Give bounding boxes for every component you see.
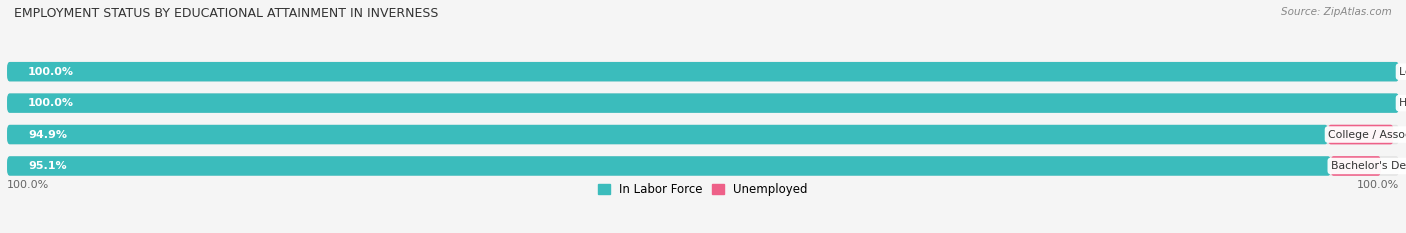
FancyBboxPatch shape: [1330, 156, 1381, 176]
FancyBboxPatch shape: [7, 62, 1399, 81]
FancyBboxPatch shape: [1329, 125, 1393, 144]
Text: 3.6%: 3.6%: [1395, 161, 1406, 171]
FancyBboxPatch shape: [1329, 125, 1393, 144]
Text: 100.0%: 100.0%: [1357, 180, 1399, 190]
Text: 94.9%: 94.9%: [28, 130, 67, 140]
FancyBboxPatch shape: [7, 125, 1399, 144]
FancyBboxPatch shape: [7, 93, 1399, 113]
Text: 100.0%: 100.0%: [7, 180, 49, 190]
FancyBboxPatch shape: [7, 62, 1399, 81]
Legend: In Labor Force, Unemployed: In Labor Force, Unemployed: [593, 178, 813, 201]
FancyBboxPatch shape: [7, 93, 1399, 113]
Text: 100.0%: 100.0%: [28, 67, 75, 77]
Text: Source: ZipAtlas.com: Source: ZipAtlas.com: [1281, 7, 1392, 17]
Text: EMPLOYMENT STATUS BY EDUCATIONAL ATTAINMENT IN INVERNESS: EMPLOYMENT STATUS BY EDUCATIONAL ATTAINM…: [14, 7, 439, 20]
Text: College / Associate Degree: College / Associate Degree: [1329, 130, 1406, 140]
FancyBboxPatch shape: [7, 125, 1329, 144]
FancyBboxPatch shape: [7, 156, 1399, 176]
Text: High School Diploma: High School Diploma: [1399, 98, 1406, 108]
Text: Bachelor's Degree or higher: Bachelor's Degree or higher: [1330, 161, 1406, 171]
Text: 100.0%: 100.0%: [28, 98, 75, 108]
Text: 95.1%: 95.1%: [28, 161, 66, 171]
FancyBboxPatch shape: [1330, 156, 1381, 176]
Text: Less than High School: Less than High School: [1399, 67, 1406, 77]
FancyBboxPatch shape: [7, 156, 1330, 176]
